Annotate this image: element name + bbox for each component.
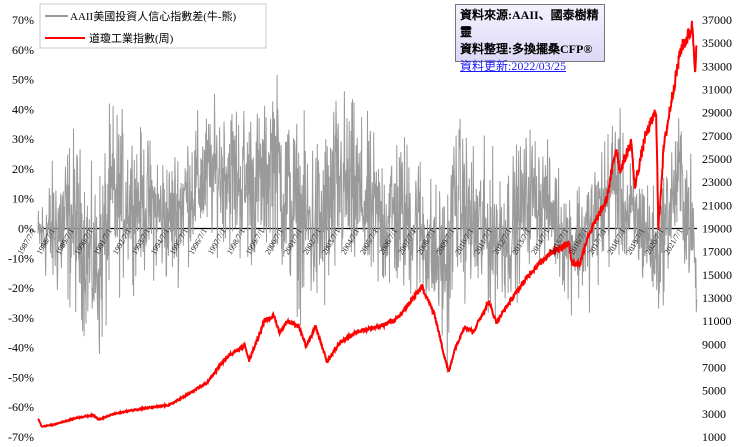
legend-label-aaii: AAII美國投資人信心指數差(牛-熊) bbox=[70, 9, 237, 23]
y-right-tick-label: 35000 bbox=[702, 36, 732, 50]
y-right-tick-label: 31000 bbox=[702, 83, 732, 97]
legend: AAII美國投資人信心指數差(牛-熊) 道瓊工業指數(周) bbox=[39, 3, 267, 49]
y-left-tick-label: -70% bbox=[8, 430, 34, 444]
y-left-tick-label: 30% bbox=[12, 132, 34, 146]
dow-series-line bbox=[37, 20, 698, 428]
y-right-tick-label: 7000 bbox=[702, 361, 726, 375]
aaii-series-line bbox=[37, 74, 698, 374]
legend-label-dow: 道瓊工業指數(周) bbox=[89, 31, 174, 45]
y-right-tick-label: 37000 bbox=[702, 13, 732, 27]
y-right-tick-label: 13000 bbox=[702, 291, 732, 305]
y-right-tick-label: 5000 bbox=[702, 384, 726, 398]
y-left-tick-label: 10% bbox=[12, 192, 34, 206]
y-left-axis: 70% 60% 50% 40% 30% 20% 10% 0% -10% -20% -30% -40% -… bbox=[8, 13, 34, 444]
aaii-series bbox=[37, 74, 698, 374]
y-right-tick-label: 11000 bbox=[702, 314, 732, 328]
y-left-tick-label: -60% bbox=[8, 400, 34, 414]
y-right-tick-label: 33000 bbox=[702, 59, 732, 73]
y-left-tick-label: 70% bbox=[12, 13, 34, 27]
source-info-box: 資料來源:AAII、國泰樹精靈 資料整理:多換擺桑CFP® 資料更新:2022/… bbox=[455, 4, 605, 73]
y-left-tick-label: 0% bbox=[18, 222, 34, 236]
y-left-tick-label: -20% bbox=[8, 281, 34, 295]
y-left-tick-label: 50% bbox=[12, 73, 34, 87]
y-right-tick-label: 1000 bbox=[702, 430, 726, 444]
y-left-tick-label: -30% bbox=[8, 311, 34, 325]
y-left-tick-label: -50% bbox=[8, 370, 34, 384]
y-left-tick-label: 40% bbox=[12, 102, 34, 116]
source-line: 資料來源:AAII、國泰樹精靈 bbox=[460, 8, 599, 39]
y-left-tick-label: -40% bbox=[8, 341, 34, 355]
author-line: 資料整理:多換擺桑CFP® bbox=[460, 42, 593, 56]
y-right-tick-label: 9000 bbox=[702, 337, 726, 351]
y-right-tick-label: 17000 bbox=[702, 245, 732, 259]
update-date-link[interactable]: 資料更新:2022/03/25 bbox=[460, 59, 567, 73]
y-right-axis: 37000 35000 33000 31000 29000 27000 25000 23000… bbox=[702, 13, 732, 444]
y-right-tick-label: 25000 bbox=[702, 152, 732, 166]
y-right-tick-label: 19000 bbox=[702, 222, 732, 236]
y-right-tick-label: 29000 bbox=[702, 106, 732, 120]
y-right-tick-label: 27000 bbox=[702, 129, 732, 143]
y-right-tick-label: 15000 bbox=[702, 268, 732, 282]
y-right-tick-label: 21000 bbox=[702, 198, 732, 212]
y-right-tick-label: 3000 bbox=[702, 407, 726, 421]
y-left-tick-label: -10% bbox=[8, 251, 34, 265]
y-left-tick-label: 60% bbox=[12, 43, 34, 57]
legend-box bbox=[39, 3, 267, 49]
y-left-tick-label: 20% bbox=[12, 162, 34, 176]
y-right-tick-label: 23000 bbox=[702, 175, 732, 189]
